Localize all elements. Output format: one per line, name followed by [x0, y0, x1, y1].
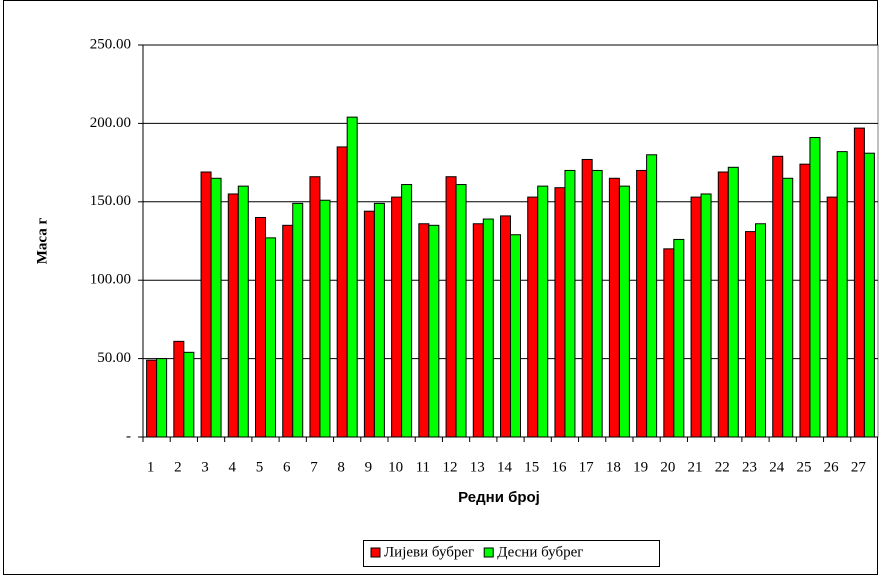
- bar: [183, 351, 195, 438]
- legend-label: Десни бубрег: [497, 544, 583, 560]
- x-tick-label: 11: [416, 459, 430, 475]
- x-tick-label: 15: [524, 459, 539, 475]
- bar: [727, 166, 739, 438]
- bar: [401, 184, 413, 438]
- x-tick-label: 20: [660, 459, 675, 475]
- x-tick-label: 25: [796, 459, 811, 475]
- bar: [700, 193, 712, 438]
- bar: [373, 202, 385, 438]
- bar: [418, 223, 430, 438]
- y-tick-label: 150.00: [90, 193, 131, 209]
- bar: [581, 158, 593, 438]
- x-tick-label: 5: [256, 459, 264, 475]
- bar: [554, 187, 566, 438]
- bar: [455, 184, 467, 438]
- x-tick-label: 10: [388, 459, 403, 475]
- bar: [537, 185, 549, 438]
- bar: [282, 224, 294, 438]
- bar: [755, 223, 766, 438]
- bar: [673, 238, 685, 438]
- bar: [146, 359, 158, 438]
- bar: [717, 171, 729, 438]
- bar: [853, 127, 865, 438]
- legend-box: [363, 540, 660, 567]
- bar: [500, 215, 511, 438]
- bar: [809, 137, 821, 438]
- x-tick-label: 18: [606, 459, 621, 475]
- x-tick-label: 24: [769, 459, 785, 475]
- bar: [173, 340, 185, 438]
- bar: [363, 210, 375, 438]
- bar: [237, 185, 249, 438]
- x-tick-label: 1: [147, 459, 155, 475]
- x-tick-label: 4: [229, 459, 237, 475]
- bar: [591, 169, 603, 438]
- x-tick-label: 27: [851, 459, 867, 475]
- bar: [510, 234, 521, 438]
- bar: [527, 196, 539, 438]
- bar: [636, 169, 648, 438]
- bar: [200, 171, 212, 438]
- bar: [646, 154, 658, 438]
- y-tick-label: 250.00: [90, 36, 131, 52]
- bar: [346, 116, 358, 438]
- bar: [826, 196, 838, 438]
- bar: [227, 193, 239, 438]
- bar: [772, 155, 784, 438]
- x-tick-label: 26: [824, 459, 840, 475]
- bar: [336, 146, 348, 438]
- x-tick-label: 6: [283, 459, 291, 475]
- legend-swatch: [483, 547, 494, 558]
- bar: [482, 218, 494, 438]
- bar: [210, 177, 222, 438]
- x-tick-label: 9: [365, 459, 373, 475]
- x-tick-label: 21: [688, 459, 703, 475]
- bar: [863, 152, 875, 438]
- y-tick-label: 100.00: [90, 272, 131, 288]
- bar: [472, 223, 484, 438]
- x-tick-label: 8: [337, 459, 345, 475]
- bar: [391, 196, 403, 438]
- bar: [608, 177, 620, 438]
- bar: [782, 177, 794, 438]
- x-tick-label: 14: [497, 459, 513, 475]
- bar: [799, 163, 811, 438]
- x-tick-label: 22: [715, 459, 730, 475]
- x-tick-label: 16: [551, 459, 567, 475]
- bar: [745, 231, 756, 438]
- x-tick-label: 7: [310, 459, 318, 475]
- bar: [255, 216, 266, 438]
- x-axis-title: Редни број: [458, 489, 540, 506]
- bar: [836, 151, 848, 438]
- bar: [265, 237, 276, 438]
- bar: [309, 176, 321, 438]
- y-tick-label: 200.00: [90, 115, 131, 131]
- y-tick-label: 50.00: [97, 350, 131, 366]
- legend-swatch: [370, 547, 381, 558]
- x-tick-label: 17: [579, 459, 595, 475]
- x-tick-label: 19: [633, 459, 648, 475]
- bar: [445, 176, 457, 438]
- x-tick-label: 2: [174, 459, 182, 475]
- bar: [663, 248, 675, 438]
- x-tick-label: 13: [470, 459, 485, 475]
- x-tick-label: 12: [443, 459, 458, 475]
- bar: [690, 196, 702, 438]
- x-tick-label: 3: [201, 459, 209, 475]
- bar: [428, 224, 440, 438]
- bar: [319, 199, 331, 438]
- y-tick-label: -: [126, 428, 131, 444]
- bar: [564, 169, 576, 438]
- bar: [292, 202, 304, 438]
- bar: [156, 358, 168, 438]
- y-axis-title: Маса г: [34, 218, 50, 265]
- legend-label: Лијеви бубрег: [384, 544, 474, 560]
- bar: [618, 185, 630, 438]
- x-tick-label: 23: [742, 459, 757, 475]
